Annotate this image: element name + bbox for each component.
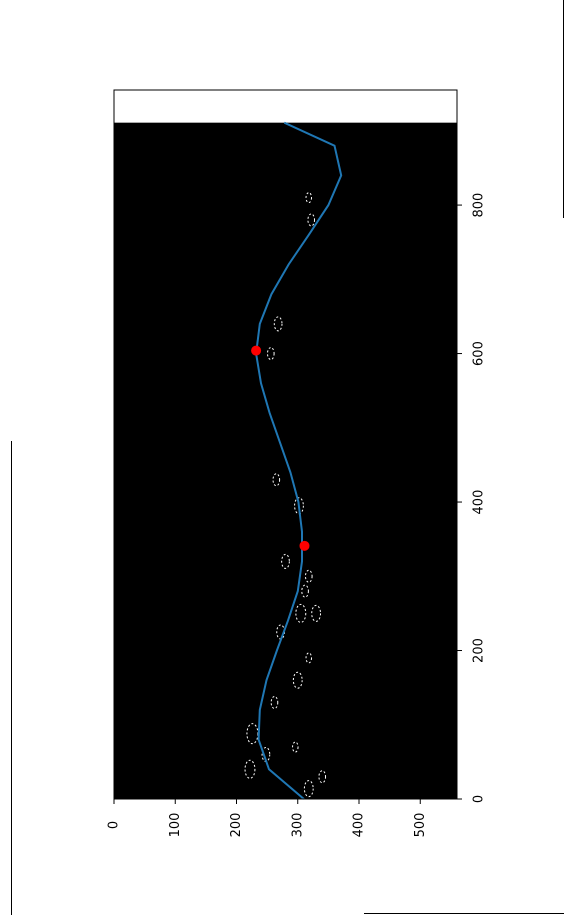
plot-white-band <box>114 90 457 125</box>
x-tick-label: 200 <box>472 638 487 663</box>
y-tick-label: 500 <box>413 813 428 838</box>
red-marker-point <box>251 345 262 356</box>
edge-detail <box>305 192 313 204</box>
edge-detail <box>295 603 307 623</box>
edge-detail <box>292 741 299 753</box>
series-layer <box>251 121 343 800</box>
edge-detail <box>292 671 303 689</box>
x-tick-label: 600 <box>472 341 487 366</box>
edge-detail <box>318 770 327 784</box>
edge-detail <box>311 604 322 622</box>
x-tick-label: 0 <box>472 795 487 803</box>
y-tick-label: 400 <box>352 813 367 838</box>
x-tick-label: 400 <box>472 490 487 515</box>
plot-frame <box>113 89 458 800</box>
edge-detail <box>305 652 313 664</box>
edge-detail <box>307 213 316 227</box>
edge-detail <box>267 347 275 361</box>
y-tick-label: 0 <box>107 821 122 829</box>
fitted-curve-line <box>255 121 343 800</box>
y-tick-label: 100 <box>168 813 183 838</box>
edge-detail <box>273 316 283 332</box>
frame-line-bottom-edge <box>364 913 564 914</box>
edge-detail <box>272 473 281 487</box>
axis-layer: 0 200 400 600 800 0 100 200 300 400 500 <box>107 193 487 838</box>
frame-line-bottom-left <box>11 441 12 915</box>
x-tick-label: 800 <box>472 193 487 218</box>
edge-detail <box>303 780 314 798</box>
y-tick-label: 200 <box>229 813 244 838</box>
edge-detail <box>244 759 256 779</box>
y-tick-label: 300 <box>290 813 305 838</box>
edge-detail <box>304 569 313 583</box>
edge-detail <box>270 695 279 709</box>
edge-detail <box>281 553 290 569</box>
red-marker-point <box>299 540 310 551</box>
edge-detail <box>301 584 309 598</box>
